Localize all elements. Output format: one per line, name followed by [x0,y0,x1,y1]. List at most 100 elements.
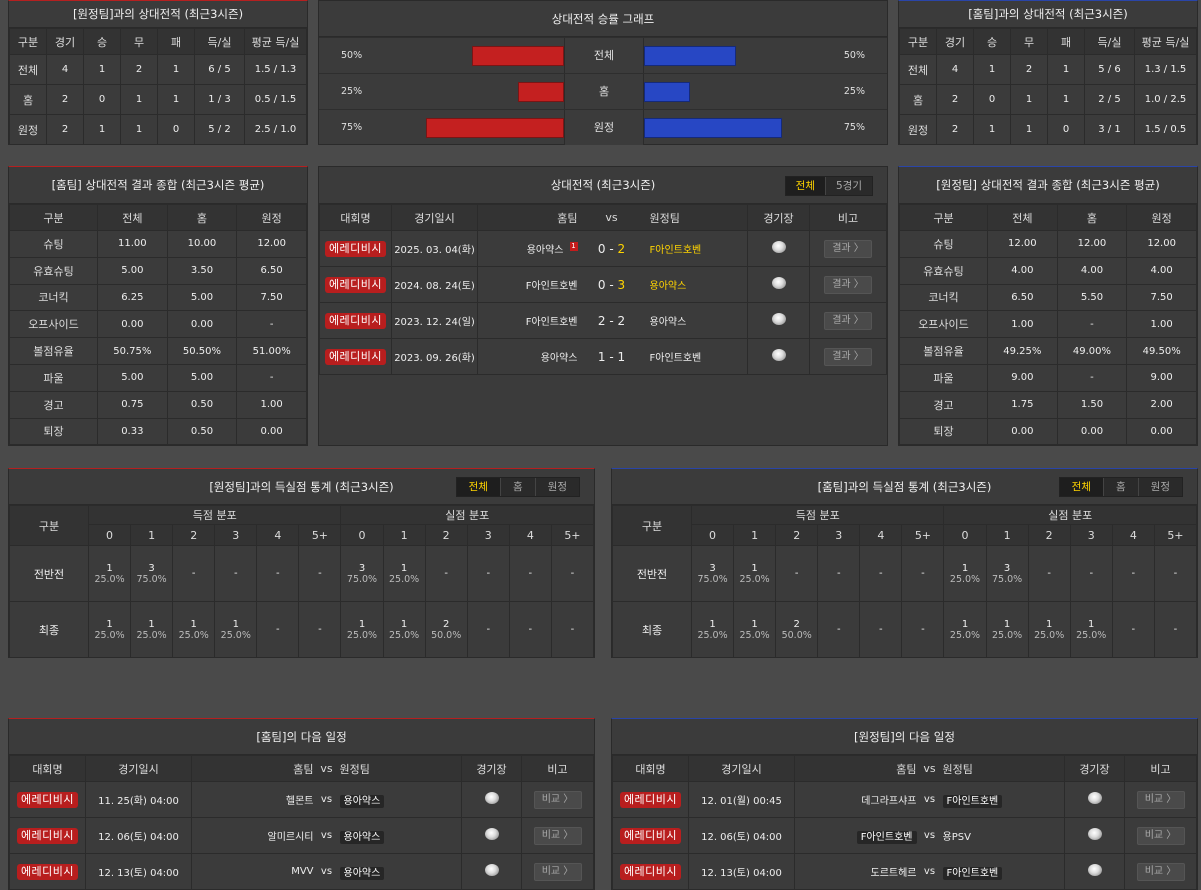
goals-cell: - [1027,545,1071,602]
league-badge: 에레디비시 [16,791,79,808]
toggle-option[interactable]: 홈 [500,478,535,496]
compare-button[interactable]: 비교 〉 [533,790,582,809]
table-cell: 9.00 [1126,363,1197,392]
home-team: 알미르시티 [191,817,320,854]
sum-away-table: 구분 전체 홈 원정 슈팅 12.00 12.00 12.00 유효슈팅 4.00 4.00… [899,204,1197,446]
goals-cell: - [172,545,216,602]
table-cell: 유효슈팅 [9,256,98,285]
home-team: F아인트호벤 [477,266,582,303]
result-button[interactable]: 결과 〉 [824,239,872,258]
result-button[interactable]: 결과 〉 [824,275,872,294]
goals-count: - [444,568,448,579]
next-row[interactable]: 에레디비시 12. 06(토) 04:00 알미르시티 vs 용아약스 비교 〉 [9,817,594,854]
goals-cell: 1 25.0% [87,545,132,602]
goals-count: - [276,624,280,635]
table-cell: 50.50% [166,337,238,365]
goals-cell: 1 25.0% [382,601,426,658]
goals-count: - [528,568,533,579]
table-cell: 홈 [9,84,47,115]
table-cell: 5.00 [166,283,238,312]
toggle-option[interactable]: 원정 [534,478,579,496]
toggle-5games[interactable]: 5경기 [824,177,872,195]
goals-count: 1 [961,562,969,574]
goals-count: 3 [148,562,155,574]
compare-button[interactable]: 비교 〉 [533,862,582,881]
col-header: 평균 득/실 [1134,28,1197,55]
table-cell: 1.50 [1056,390,1128,419]
goals-count: - [1131,624,1136,635]
away-team: F아인트호벤 [641,338,748,375]
goals-cell: - [901,545,945,602]
toggle-option[interactable]: 홈 [1103,478,1138,496]
table-cell: 1 [1010,114,1048,145]
col-header: 경기장 [1064,755,1125,782]
goals-bucket-row: 0 1 2 3 4 5+ 0 1 2 3 4 5+ [10,524,595,546]
next-home-panel: [홈팀]의 다음 일정 대회명 경기일시 홈팀 vs 원정팀 경기장 비고 에레디비시 11. 2… [8,718,595,890]
goals-cell: 1 25.0% [1027,601,1071,658]
table-cell: 4.00 [1056,256,1128,285]
next-row[interactable]: 에레디비시 12. 13(토) 04:00 MVV vs 용아약스 비교 〉 [9,853,594,890]
next-row[interactable]: 에레디비시 12. 06(토) 04:00 F아인트호벤 vs 용PSV 비교 〉 [612,817,1197,854]
toggle-all[interactable]: 전체 [785,177,825,195]
toggle-option[interactable]: 전체 [1059,478,1103,496]
table-row: 파울 9.00-9.00 [899,363,1197,392]
goals-pct: 25.0% [220,629,251,641]
table-row: 슈팅 12.00 12.00 12.00 [899,230,1197,258]
goals-cell: - [817,545,861,602]
home-team-name: 데그라프샤프 [861,796,917,807]
table-row: 유효슈팅 4.00 4.00 4.00 [899,256,1197,285]
col-header: 구분 [899,204,988,231]
goals-count: 1 [232,618,239,630]
compare-button[interactable]: 비교 〉 [533,826,582,845]
col-header: 무 [120,28,158,55]
goals-row-label: 전반전 [9,545,89,602]
goals-pct: 25.0% [739,629,770,641]
table-cell: 4 [936,54,974,85]
graph-right-bar [644,82,690,102]
graph-row: 50% 전체 50% [319,37,887,73]
graph-label: 전체 [564,38,644,73]
table-cell: 1 [973,114,1011,145]
table-row: 원정 2 1 1 0 5 / 2 2.5 / 1.0 [9,114,307,145]
match-row[interactable]: 에레디비시 2023. 12. 24(일) F아인트호벤 2 - 2 용아약스 결과 〉 [319,302,887,339]
graph-row: 25% 홈 25% [319,73,887,109]
bucket-header: 0 [87,524,132,546]
table-cell: 볼점유율 [899,337,988,365]
compare-button[interactable]: 비교 〉 [1136,790,1185,809]
next-row[interactable]: 에레디비시 12. 13(토) 04:00 도르트헤르 vs F아인트호벤 비교 〉 [612,853,1197,890]
match-row[interactable]: 에레디비시 2025. 03. 04(화) 용아약스 1 0 - 2 F아인트호벤 결과 〉 [319,230,887,267]
toggle-option[interactable]: 전체 [456,478,500,496]
table-cell: 오프사이드 [899,310,988,339]
table-cell: 3.50 [166,256,238,285]
table-row: 전체 4 1 2 1 5 / 6 1.3 / 1.5 [899,54,1197,85]
bucket-header: 1 [382,524,426,546]
next-row[interactable]: 에레디비시 11. 25(화) 04:00 헬몬트 vs 용아약스 비교 〉 [9,781,594,818]
h2h-away-body: 전체 4 1 2 1 6 / 5 1.5 / 1.3 홈 2 0 1 1 1 / 3 0.5 / 1.5 원… [9,54,307,145]
score: 1 - 1 [581,338,642,375]
score: 0 - 3 [581,266,642,303]
goals-cell: - [508,601,552,658]
col-header: vs [922,755,937,782]
result-button[interactable]: 결과 〉 [824,311,872,330]
vs-label: vs [319,781,334,818]
goals-cell: 1 25.0% [1069,601,1113,658]
goals-count: - [276,568,280,579]
next-row[interactable]: 에레디비시 12. 01(월) 00:45 데그라프샤프 vs F아인트호벤 비교 〉 [612,781,1197,818]
result-button[interactable]: 결과 〉 [824,347,872,366]
away-team: 용아약스 [333,781,462,818]
table-cell: 11.00 [97,230,168,258]
goals-count: - [836,624,841,635]
goals-toggle: 전체 홈 원정 [1058,477,1183,497]
col-header: 전체 [987,204,1058,231]
toggle-option[interactable]: 원정 [1137,478,1182,496]
table-cell: 코너킥 [899,283,988,312]
goals-cell: - [550,601,595,658]
match-row[interactable]: 에레디비시 2023. 09. 26(화) 용아약스 1 - 1 F아인트호벤 결과 〉 [319,338,887,375]
table-cell: 퇴장 [9,417,98,446]
table-cell: 슈팅 [899,230,988,258]
table-cell: 5 / 2 [194,114,245,145]
compare-button[interactable]: 비교 〉 [1136,862,1185,881]
match-row[interactable]: 에레디비시 2024. 08. 24(토) F아인트호벤 0 - 3 용아약스 결과 〉 [319,266,887,303]
compare-button[interactable]: 비교 〉 [1136,826,1185,845]
match-date: 11. 25(화) 04:00 [85,781,192,818]
